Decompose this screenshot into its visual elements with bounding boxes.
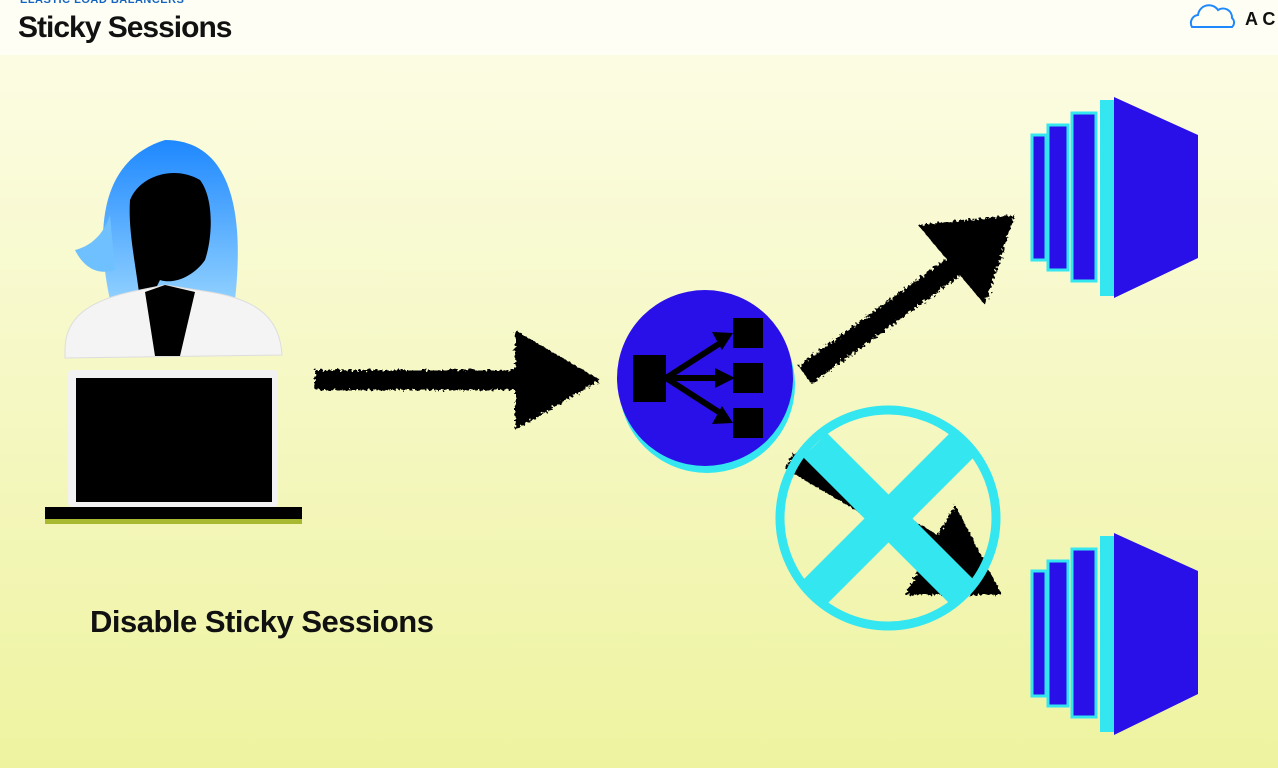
logo-text: A C (1245, 9, 1275, 29)
caption: Disable Sticky Sessions (90, 604, 433, 639)
blocked-icon (775, 405, 1001, 631)
user-icon (64, 140, 283, 359)
laptop-icon (45, 370, 302, 524)
header-title: Sticky Sessions (18, 11, 232, 44)
server-2 (1030, 533, 1198, 735)
load-balancer-icon (617, 290, 795, 473)
header-kicker: ELASTIC LOAD BALANCERS (20, 0, 184, 6)
logo: A C (1189, 4, 1275, 29)
arrow-lb-to-server-1 (798, 215, 1015, 384)
arrow-user-to-lb (315, 330, 600, 430)
header-band (0, 0, 1278, 55)
server-1 (1030, 97, 1198, 298)
